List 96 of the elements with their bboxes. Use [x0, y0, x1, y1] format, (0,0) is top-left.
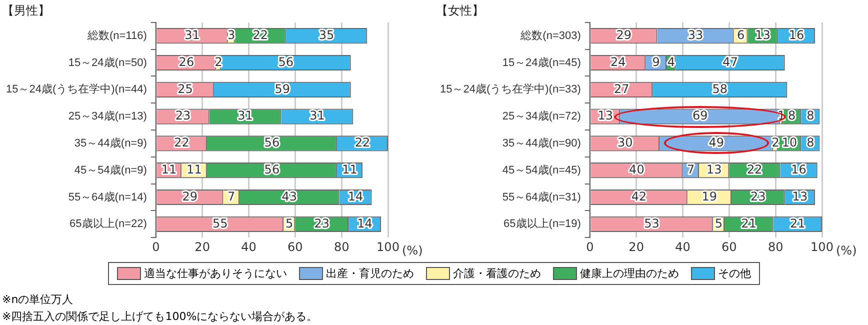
data-label: 19 — [702, 189, 718, 204]
data-label: 21 — [741, 216, 757, 230]
data-label: 16 — [788, 28, 804, 42]
data-label: 13 — [792, 189, 808, 204]
data-label: 55 — [212, 216, 228, 230]
data-label: 47 — [722, 54, 738, 69]
x-tick-label: 40 — [675, 240, 690, 254]
data-label: 53 — [644, 216, 660, 230]
x-tick-label: 20 — [194, 240, 210, 254]
y-tick-label: 15～24歳(うち在学中)(n=44) — [6, 82, 147, 96]
x-tick-label: 80 — [768, 240, 784, 254]
x-tick-label: 60 — [288, 240, 303, 254]
data-label: 31 — [238, 108, 253, 123]
data-label: 4 — [667, 54, 675, 69]
data-label: 8 — [806, 108, 814, 123]
data-label: 40 — [629, 162, 644, 176]
data-label: 9 — [652, 54, 660, 69]
data-label: 14 — [357, 216, 372, 230]
y-tick-label: 35～44歳(n=90) — [502, 136, 581, 150]
data-label: 30 — [617, 136, 633, 150]
legend-label: 適当な仕事がありそうにない — [144, 266, 287, 281]
data-label: 29 — [182, 189, 198, 204]
data-label: 13 — [755, 28, 770, 42]
data-label: 11 — [342, 162, 358, 176]
x-axis-title: (%) — [402, 244, 423, 258]
data-label: 13 — [598, 108, 613, 123]
data-label: 21 — [790, 216, 806, 230]
legend-label: 介護・看護のため — [453, 266, 541, 281]
data-label: 24 — [610, 54, 626, 69]
legend-label: 出産・育児のため — [326, 266, 414, 281]
data-label: 10 — [782, 136, 798, 150]
data-label: 49 — [708, 136, 724, 150]
data-label: 13 — [706, 162, 722, 176]
data-label: 16 — [791, 162, 806, 176]
data-label: 31 — [184, 28, 200, 42]
x-axis-title: (%) — [836, 244, 857, 258]
data-label: 22 — [174, 136, 190, 150]
data-label: 22 — [747, 162, 762, 176]
data-label: 69 — [692, 108, 708, 123]
x-tick-label: 20 — [628, 240, 644, 254]
data-label: 26 — [178, 54, 194, 69]
data-label: 8 — [806, 136, 814, 150]
data-label: 5 — [286, 216, 294, 230]
data-label: 22 — [354, 136, 370, 150]
text: ※nの単位万人 — [2, 292, 74, 308]
data-label: 33 — [688, 28, 704, 42]
x-tick-label: 100 — [810, 240, 834, 254]
y-tick-label: 45～54歳(n=9) — [74, 163, 147, 176]
data-label: 35 — [318, 28, 334, 42]
y-tick-label: 65歳以上(n=19) — [504, 217, 581, 230]
text: 【男性】 — [2, 3, 50, 18]
data-label: 5 — [714, 216, 723, 230]
y-tick-label: 55～64歳(n=14) — [68, 190, 147, 204]
x-tick-label: 0 — [586, 240, 594, 254]
data-label: 59 — [274, 82, 290, 96]
data-label: 7 — [687, 162, 695, 176]
y-tick-label: 総数(n=303) — [520, 30, 581, 42]
data-label: 6 — [736, 28, 745, 42]
y-tick-label: 65歳以上(n=22) — [70, 217, 147, 230]
data-label: 56 — [264, 136, 280, 150]
y-tick-label: 25～34歳(n=13) — [68, 110, 147, 123]
data-label: 56 — [278, 54, 294, 69]
data-label: 27 — [614, 82, 630, 96]
y-tick-label: 15～24歳(n=45) — [502, 56, 581, 69]
data-label: 58 — [712, 82, 728, 96]
x-tick-label: 60 — [722, 240, 737, 254]
data-label: 56 — [264, 162, 280, 176]
x-tick-label: 0 — [152, 240, 160, 254]
data-label: 29 — [616, 28, 632, 42]
data-label: 22 — [252, 28, 268, 42]
y-tick-label: 45～54歳(n=45) — [502, 163, 581, 176]
data-label: 31 — [310, 108, 325, 123]
y-tick-label: 55～64歳(n=31) — [502, 190, 581, 204]
data-label: 23 — [750, 189, 766, 204]
data-label: 11 — [186, 162, 202, 176]
data-label: 14 — [348, 189, 364, 204]
data-label: 23 — [175, 108, 191, 123]
data-label: 43 — [282, 189, 297, 204]
data-label: 7 — [228, 189, 236, 204]
text: 【女性】 — [436, 3, 484, 18]
y-tick-label: 35～44歳(n=9) — [74, 136, 147, 150]
legend-label: 健康上の理由のため — [580, 266, 679, 281]
data-label: 8 — [788, 108, 796, 123]
data-label: 11 — [161, 162, 177, 176]
x-tick-label: 80 — [334, 240, 350, 254]
y-tick-label: 15～24歳(n=50) — [68, 56, 147, 69]
y-tick-label: 総数(n=116) — [86, 30, 147, 42]
y-tick-label: 15～24歳(うち在学中)(n=33) — [440, 82, 581, 96]
y-tick-label: 25～34歳(n=72) — [502, 110, 581, 123]
data-label: 25 — [178, 82, 193, 96]
data-label: 42 — [631, 189, 647, 204]
x-tick-label: 40 — [241, 240, 256, 254]
legend-label: その他 — [718, 266, 751, 281]
data-label: 23 — [314, 216, 330, 230]
text: ※四捨五入の関係で足し上げても100%にならない場合がある。 — [2, 309, 318, 325]
x-tick-label: 100 — [376, 240, 400, 254]
